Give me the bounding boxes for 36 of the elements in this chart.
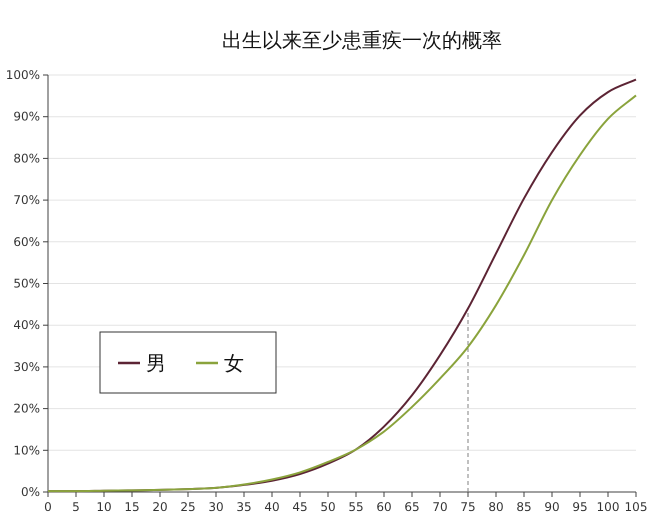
- x-tick-label: 55: [348, 500, 364, 514]
- x-tick-label: 30: [208, 500, 224, 514]
- y-tick-label: 40%: [13, 318, 40, 332]
- y-tick-label: 30%: [13, 360, 40, 374]
- y-tick-label: 70%: [13, 193, 40, 208]
- x-tick-label: 50: [320, 500, 336, 514]
- chart-title: 出生以来至少患重疾一次的概率: [222, 30, 502, 52]
- x-tick-label: 65: [404, 500, 420, 514]
- y-tick-label: 100%: [6, 68, 40, 82]
- x-tick-label: 60: [376, 500, 392, 514]
- x-tick-label: 90: [544, 500, 560, 514]
- x-tick-label: 95: [572, 500, 588, 514]
- x-tick-label: 75: [460, 500, 476, 514]
- y-tick-label: 90%: [13, 110, 40, 124]
- x-tick-label: 5: [72, 500, 80, 514]
- y-tick-label: 0%: [20, 485, 40, 499]
- x-tick-label: 15: [124, 500, 140, 514]
- x-tick-label: 85: [516, 500, 532, 514]
- x-tick-label: 100: [596, 500, 620, 514]
- x-tick-label: 25: [180, 500, 196, 514]
- x-tick-label: 70: [432, 500, 448, 514]
- x-tick-label: 0: [44, 500, 52, 514]
- y-tick-label: 80%: [13, 151, 40, 166]
- x-tick-label: 80: [488, 500, 504, 514]
- y-tick-label: 20%: [13, 402, 40, 416]
- y-tick-label: 50%: [13, 276, 40, 290]
- x-tick-label: 45: [292, 500, 308, 514]
- x-tick-label: 40: [264, 500, 280, 514]
- x-tick-label: 10: [96, 500, 112, 514]
- legend-label: 男: [146, 353, 166, 375]
- x-tick-label: 105: [624, 500, 648, 514]
- x-tick-label: 35: [236, 500, 252, 514]
- legend-label: 女: [224, 353, 244, 375]
- y-tick-label: 10%: [13, 443, 40, 458]
- x-tick-label: 20: [152, 500, 168, 514]
- y-tick-label: 60%: [13, 234, 40, 249]
